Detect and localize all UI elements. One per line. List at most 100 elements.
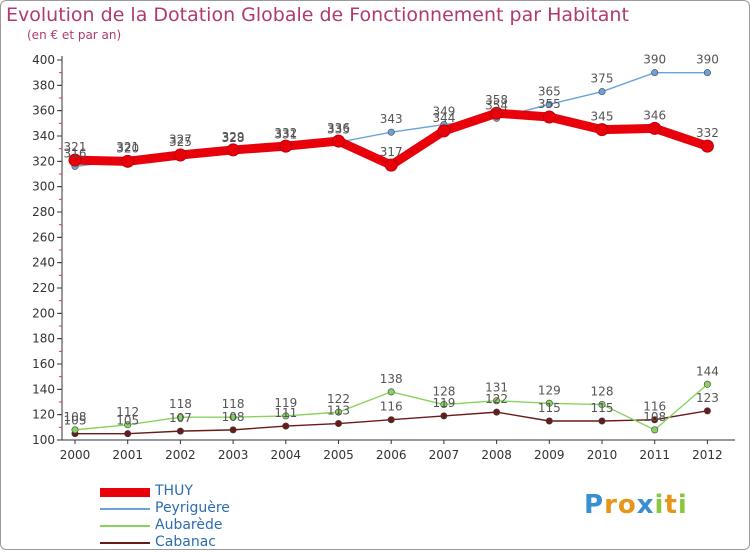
data-label: 336 <box>327 121 350 135</box>
data-label: 354 <box>485 98 508 112</box>
x-tick-label: 2000 <box>60 448 91 462</box>
chart-subtitle: (en € et par an) <box>27 28 122 42</box>
logo-letter: i <box>677 490 688 520</box>
data-label: 123 <box>696 391 719 405</box>
x-tick-label: 2001 <box>112 448 143 462</box>
data-label: 107 <box>169 411 192 425</box>
x-tick-label: 2009 <box>534 448 565 462</box>
logo-letter: t <box>664 490 678 520</box>
data-point <box>598 401 606 409</box>
data-label: 131 <box>485 381 508 395</box>
x-tick-label: 2008 <box>481 448 512 462</box>
data-label: 321 <box>116 140 139 154</box>
data-point <box>545 100 553 108</box>
data-label: 138 <box>380 372 403 386</box>
data-point <box>493 408 501 416</box>
data-point <box>121 154 135 168</box>
data-label: 349 <box>432 105 455 119</box>
data-label: 316 <box>64 146 87 160</box>
x-tick-label: 2005 <box>323 448 354 462</box>
x-tick-label: 2002 <box>165 448 196 462</box>
data-point <box>648 121 662 135</box>
data-point <box>703 69 711 77</box>
data-point <box>176 427 184 435</box>
data-label: 111 <box>274 406 297 420</box>
proxiti-logo: Proxiti <box>584 490 688 520</box>
chart-title: Evolution de la Dotation Globale de Fonc… <box>6 4 629 26</box>
data-label: 122 <box>485 392 508 406</box>
data-label: 116 <box>380 400 403 414</box>
data-point <box>279 139 293 153</box>
data-label: 325 <box>169 135 192 149</box>
data-point <box>176 413 184 421</box>
y-tick-label: 300 <box>32 180 55 194</box>
x-tick-label: 2006 <box>376 448 407 462</box>
data-label: 118 <box>222 397 245 411</box>
data-label: 119 <box>432 396 455 410</box>
data-label: 332 <box>274 126 297 140</box>
data-point <box>545 399 553 407</box>
data-label: 108 <box>222 410 245 424</box>
y-tick-label: 380 <box>32 78 55 92</box>
data-point <box>440 401 448 409</box>
y-tick-label: 160 <box>32 357 55 371</box>
data-point <box>598 417 606 425</box>
logo-letter: x <box>636 490 655 520</box>
data-point <box>387 416 395 424</box>
data-label: 344 <box>432 111 455 125</box>
y-tick-label: 240 <box>32 256 55 270</box>
data-label: 144 <box>696 364 719 378</box>
data-point <box>651 69 659 77</box>
data-label: 343 <box>380 112 403 126</box>
data-label: 390 <box>643 53 666 67</box>
data-point <box>490 106 504 120</box>
x-tick-label: 2007 <box>429 448 460 462</box>
data-point <box>282 422 290 430</box>
logo-letter: P <box>584 490 605 520</box>
data-label: 390 <box>696 53 719 67</box>
logo-letter: o <box>617 490 637 520</box>
y-tick-label: 140 <box>32 382 55 396</box>
data-label: 105 <box>64 414 87 428</box>
data-point <box>700 139 714 153</box>
logo-letter: r <box>604 490 618 520</box>
x-tick-label: 2003 <box>218 448 249 462</box>
y-tick-label: 100 <box>32 433 55 447</box>
data-point <box>595 123 609 137</box>
data-label: 327 <box>169 132 192 146</box>
data-label: 320 <box>116 141 139 155</box>
data-point <box>229 426 237 434</box>
data-point <box>703 407 711 415</box>
data-label: 122 <box>327 392 350 406</box>
data-label: 358 <box>485 93 508 107</box>
data-label: 355 <box>538 97 561 111</box>
data-label: 129 <box>538 383 561 397</box>
data-label: 128 <box>432 385 455 399</box>
y-tick-label: 280 <box>32 205 55 219</box>
y-tick-label: 200 <box>32 306 55 320</box>
y-tick-label: 180 <box>32 332 55 346</box>
data-point <box>229 413 237 421</box>
data-label: 321 <box>64 140 87 154</box>
y-tick-label: 340 <box>32 129 55 143</box>
data-point <box>703 380 711 388</box>
data-label: 108 <box>64 410 87 424</box>
data-point <box>124 421 132 429</box>
data-point <box>68 153 82 167</box>
data-point <box>282 412 290 420</box>
data-point <box>173 148 187 162</box>
x-tick-label: 2011 <box>639 448 670 462</box>
data-point <box>545 417 553 425</box>
data-label: 345 <box>591 110 614 124</box>
data-label: 105 <box>116 414 139 428</box>
data-point <box>384 158 398 172</box>
data-point <box>226 143 240 157</box>
y-tick-label: 400 <box>32 53 55 67</box>
data-label: 108 <box>643 410 666 424</box>
y-tick-label: 360 <box>32 104 55 118</box>
data-label: 331 <box>274 127 297 141</box>
data-label: 328 <box>222 131 245 145</box>
data-label: 317 <box>380 145 403 159</box>
data-point <box>440 412 448 420</box>
